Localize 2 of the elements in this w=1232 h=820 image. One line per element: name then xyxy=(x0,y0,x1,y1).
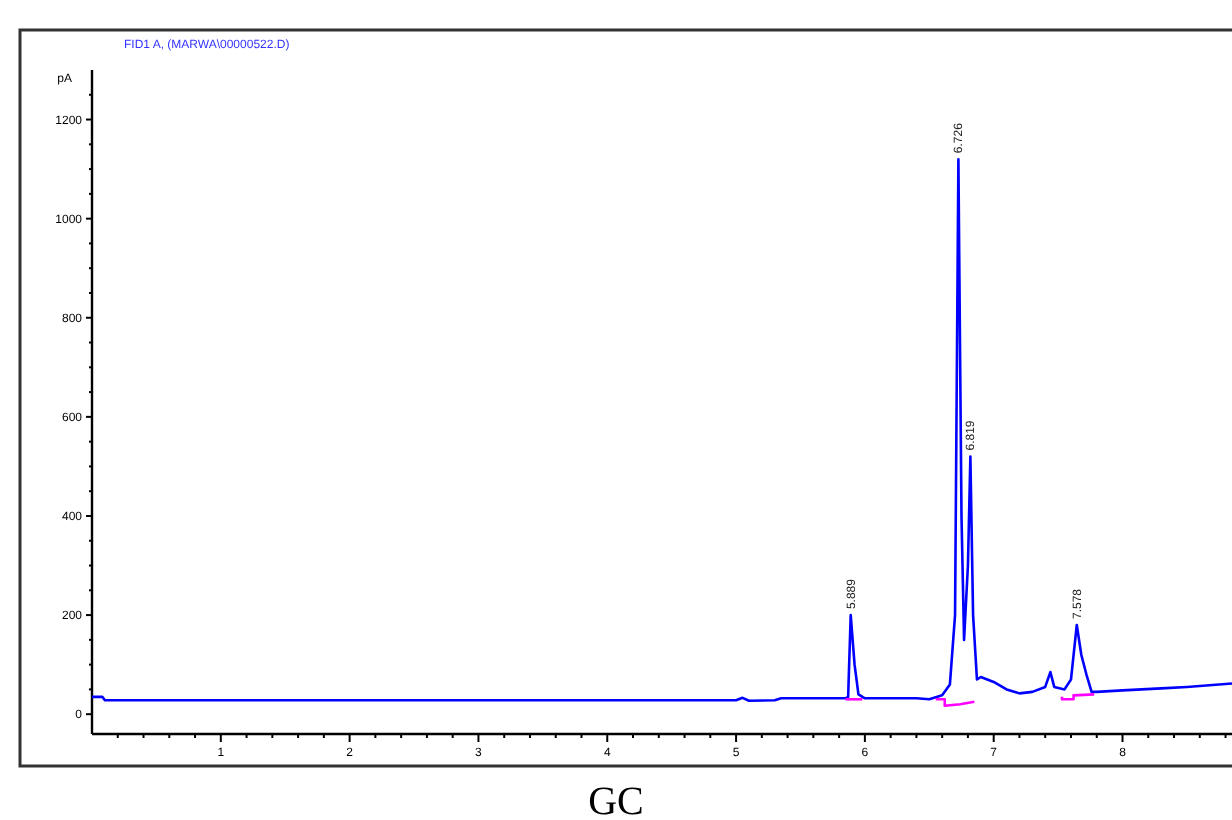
text: GC xyxy=(588,780,644,820)
line-series xyxy=(90,157,1232,703)
